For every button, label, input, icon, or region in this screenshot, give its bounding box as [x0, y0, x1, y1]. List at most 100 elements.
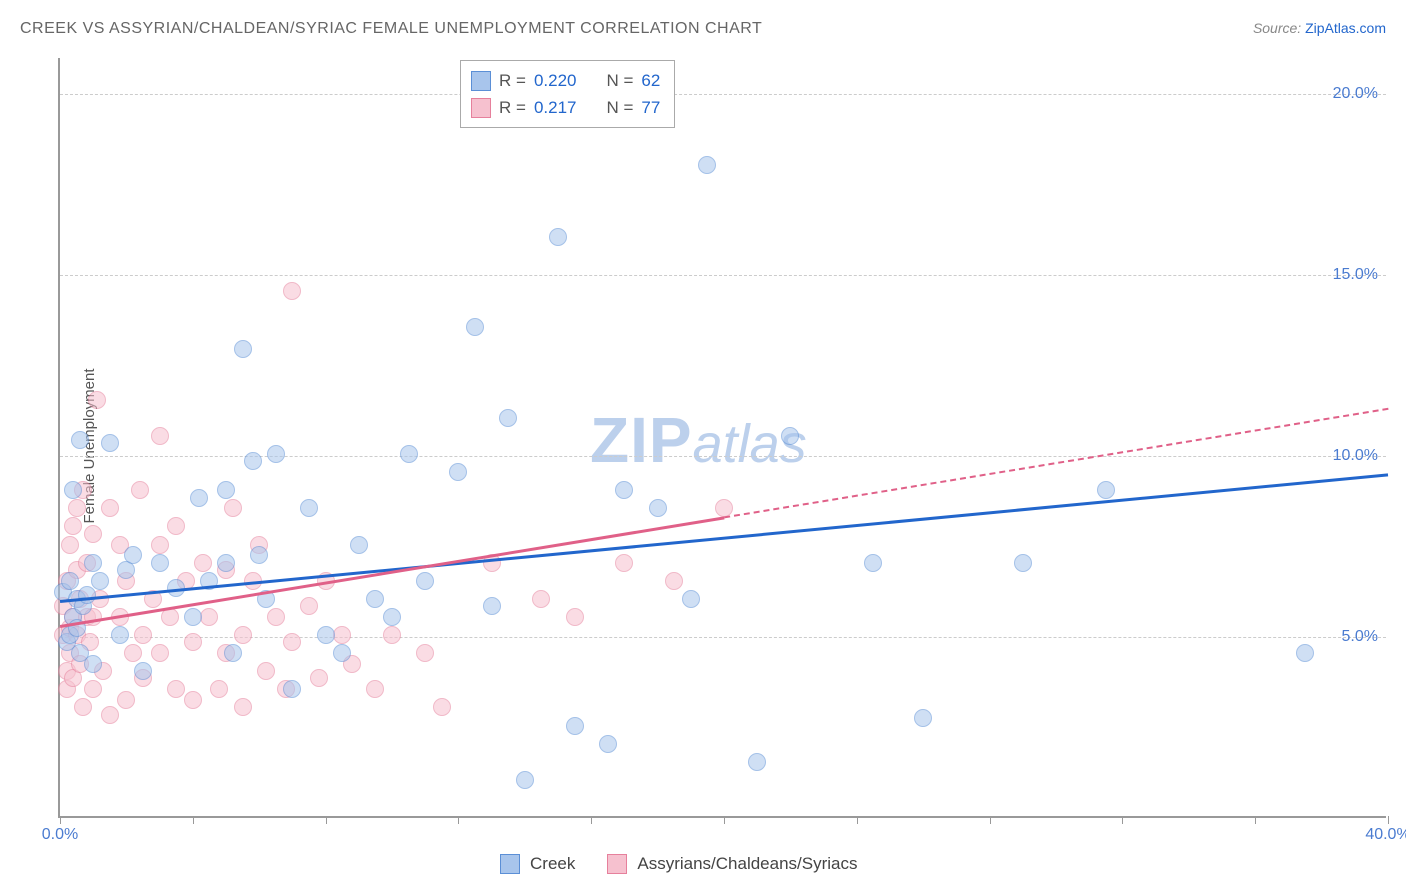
scatter-point	[151, 644, 169, 662]
x-tick-mark	[193, 816, 194, 824]
scatter-point	[167, 680, 185, 698]
source-prefix: Source:	[1253, 20, 1305, 36]
scatter-point	[184, 608, 202, 626]
scatter-point	[366, 590, 384, 608]
gridline	[60, 637, 1386, 638]
scatter-point	[74, 698, 92, 716]
x-tick-mark	[724, 816, 725, 824]
scatter-point	[748, 753, 766, 771]
scatter-point	[217, 481, 235, 499]
scatter-point	[124, 546, 142, 564]
scatter-point	[383, 608, 401, 626]
scatter-point	[599, 735, 617, 753]
scatter-point	[64, 481, 82, 499]
x-tick-mark	[1255, 816, 1256, 824]
scatter-point	[449, 463, 467, 481]
scatter-point	[283, 633, 301, 651]
scatter-point	[91, 572, 109, 590]
legend-r-value: 0.217	[534, 94, 577, 121]
scatter-point	[615, 554, 633, 572]
y-tick-label: 5.0%	[1342, 628, 1378, 646]
scatter-point	[134, 662, 152, 680]
scatter-point	[310, 669, 328, 687]
scatter-point	[267, 445, 285, 463]
scatter-point	[1296, 644, 1314, 662]
scatter-point	[224, 499, 242, 517]
scatter-point	[151, 554, 169, 572]
legend-r-value: 0.220	[534, 67, 577, 94]
scatter-point	[234, 626, 252, 644]
scatter-point	[257, 662, 275, 680]
legend-stats-row: R = 0.217 N = 77	[471, 94, 660, 121]
scatter-point	[864, 554, 882, 572]
scatter-point	[317, 626, 335, 644]
scatter-point	[151, 536, 169, 554]
scatter-point	[151, 427, 169, 445]
scatter-point	[101, 499, 119, 517]
scatter-point	[416, 572, 434, 590]
scatter-point	[300, 597, 318, 615]
legend-stats-box: R =0.220N =62R =0.217N =77	[460, 60, 675, 128]
watermark-zip: ZIP	[590, 404, 693, 476]
legend-swatch	[471, 98, 491, 118]
scatter-point	[615, 481, 633, 499]
x-tick-mark	[60, 816, 61, 824]
scatter-point	[124, 644, 142, 662]
x-tick-mark	[1122, 816, 1123, 824]
x-tick-mark	[857, 816, 858, 824]
legend-n-value: 77	[641, 94, 660, 121]
legend-r-label: R =	[499, 67, 526, 94]
scatter-point	[84, 680, 102, 698]
x-tick-label: 40.0%	[1365, 826, 1406, 844]
scatter-point	[416, 644, 434, 662]
chart-title: CREEK VS ASSYRIAN/CHALDEAN/SYRIAC FEMALE…	[20, 20, 762, 38]
scatter-point	[84, 655, 102, 673]
scatter-point	[566, 608, 584, 626]
scatter-point	[1014, 554, 1032, 572]
scatter-point	[161, 608, 179, 626]
x-tick-mark	[326, 816, 327, 824]
scatter-point	[117, 691, 135, 709]
scatter-point	[333, 644, 351, 662]
legend-stats-row: R =0.220N =62	[471, 67, 660, 94]
scatter-point	[167, 517, 185, 535]
chart-container: CREEK VS ASSYRIAN/CHALDEAN/SYRIAC FEMALE…	[0, 0, 1406, 892]
scatter-point	[549, 228, 567, 246]
gridline	[60, 275, 1386, 276]
y-tick-label: 15.0%	[1333, 266, 1378, 284]
scatter-point	[300, 499, 318, 517]
scatter-point	[101, 706, 119, 724]
scatter-point	[250, 546, 268, 564]
scatter-point	[682, 590, 700, 608]
scatter-point	[466, 318, 484, 336]
scatter-point	[224, 644, 242, 662]
scatter-point	[234, 698, 252, 716]
scatter-point	[283, 282, 301, 300]
legend-series-label: Assyrians/Chaldeans/Syriacs	[637, 854, 857, 874]
scatter-point	[88, 391, 106, 409]
scatter-point	[698, 156, 716, 174]
legend-n-label: N =	[606, 94, 633, 121]
y-tick-label: 10.0%	[1333, 447, 1378, 465]
x-tick-mark	[591, 816, 592, 824]
scatter-point	[665, 572, 683, 590]
legend-n-label: N =	[606, 67, 633, 94]
scatter-point	[400, 445, 418, 463]
scatter-point	[194, 554, 212, 572]
source-link[interactable]: ZipAtlas.com	[1305, 20, 1386, 36]
legend-r-label: R =	[499, 94, 526, 121]
scatter-point	[78, 586, 96, 604]
legend-series-label: Creek	[530, 854, 575, 874]
legend-swatch	[500, 854, 520, 874]
scatter-point	[333, 626, 351, 644]
scatter-point	[649, 499, 667, 517]
scatter-point	[190, 489, 208, 507]
scatter-point	[84, 554, 102, 572]
scatter-point	[350, 536, 368, 554]
scatter-point	[210, 680, 228, 698]
scatter-point	[267, 608, 285, 626]
scatter-point	[914, 709, 932, 727]
scatter-point	[131, 481, 149, 499]
scatter-point	[532, 590, 550, 608]
scatter-point	[200, 608, 218, 626]
